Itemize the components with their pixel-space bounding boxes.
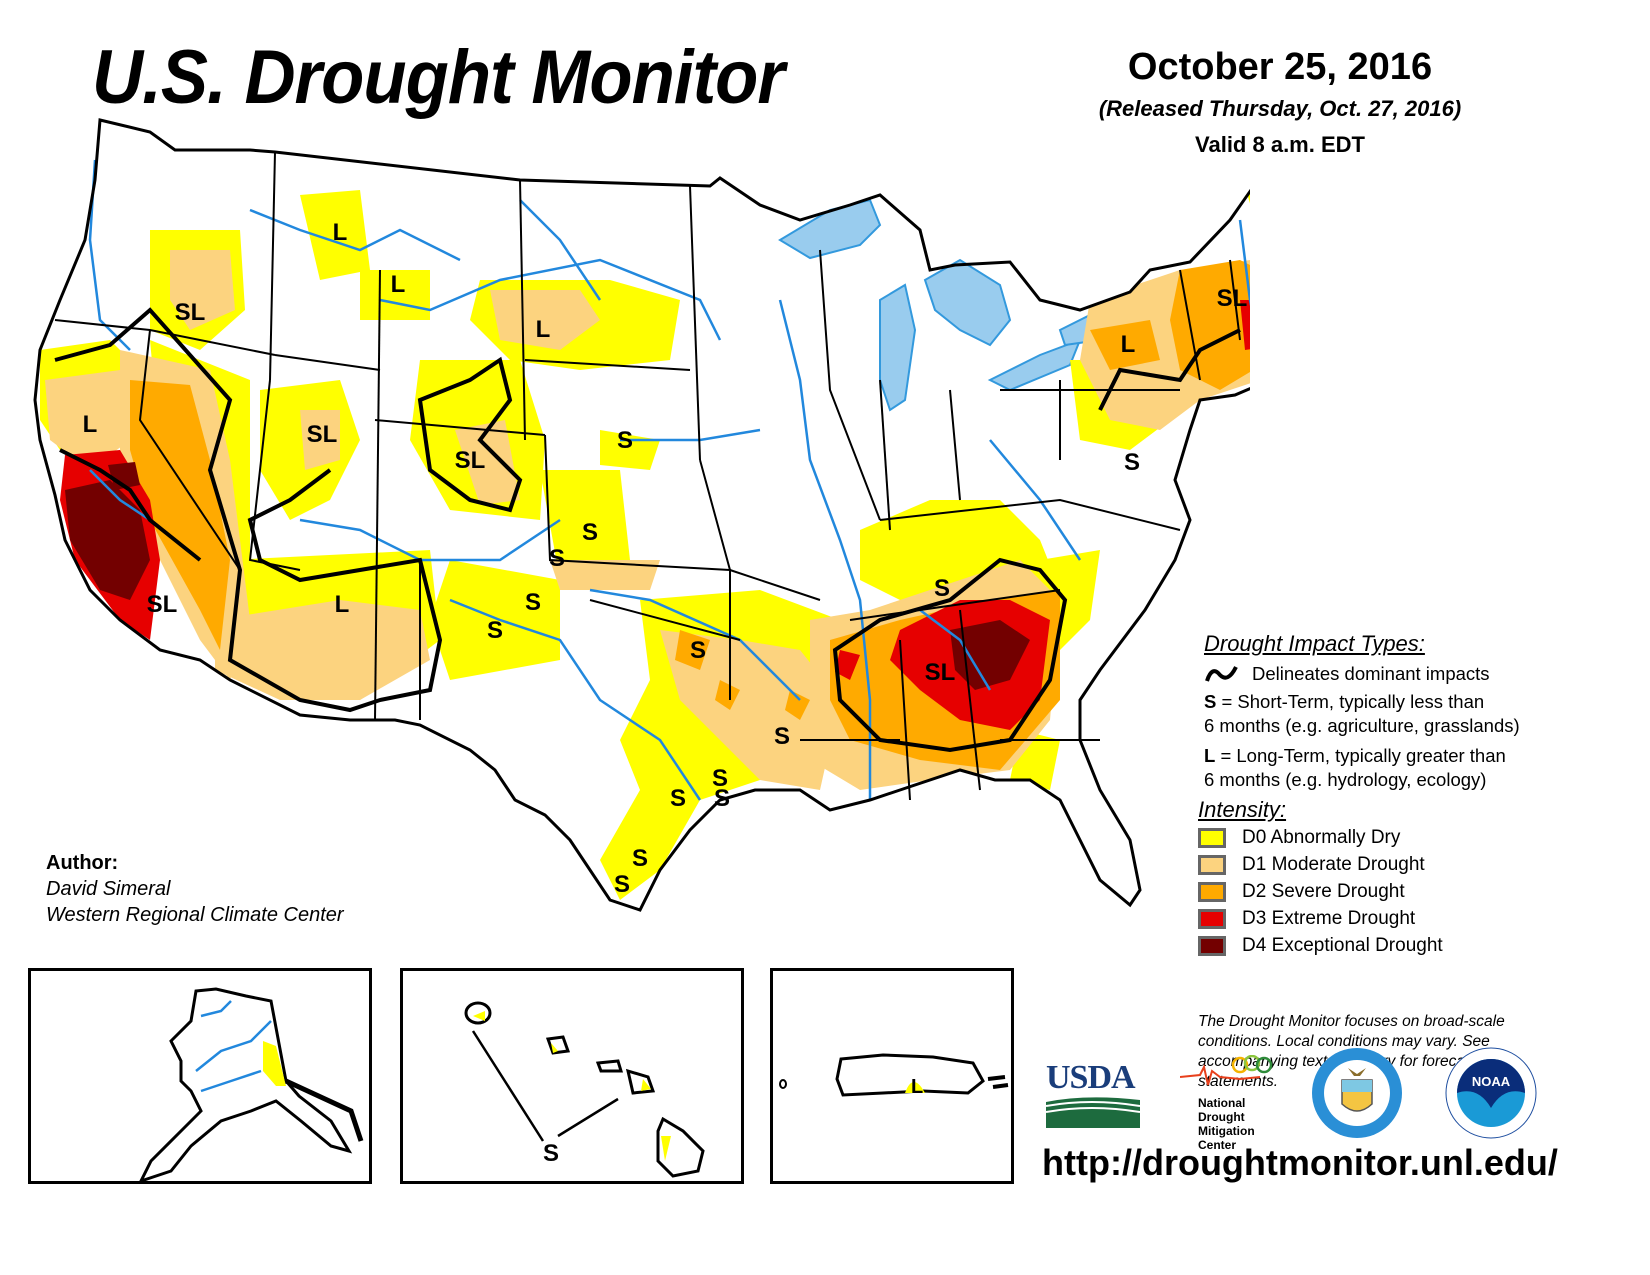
hawaii-map: S	[464, 1001, 705, 1178]
puerto-rico-map: L	[779, 1053, 1009, 1098]
d4-areas	[65, 462, 1030, 690]
valid-time: Valid 8 a.m. EDT	[1195, 132, 1365, 157]
impact-label: L	[83, 411, 98, 438]
long-term-desc: L = Long-Term, typically greater than 6 …	[1204, 745, 1506, 790]
delineation-line-icon	[1205, 666, 1238, 682]
impact-label: S	[632, 845, 648, 872]
impact-label: SL	[147, 591, 178, 618]
impact-types-header: Drought Impact Types:	[1204, 631, 1425, 656]
commerce-seal	[1310, 1046, 1404, 1145]
disclaimer-note: The Drought Monitor focuses on broad-sca…	[1198, 1013, 1505, 1090]
impact-label: L	[391, 271, 406, 298]
impact-label: SL	[925, 659, 956, 686]
alaska-map	[138, 987, 364, 1184]
impact-label: SL	[455, 447, 486, 474]
d2-swatch	[1198, 881, 1226, 902]
puerto-rico-impact-label: L	[911, 1076, 923, 1098]
website-url[interactable]: http://droughtmonitor.unl.edu/	[1042, 1142, 1558, 1183]
d0-swatch	[1198, 827, 1226, 848]
d3-swatch	[1198, 908, 1226, 929]
impact-label: S	[670, 785, 686, 812]
map-date: October 25, 2016	[1127, 46, 1433, 88]
author-block: Author: David Simeral Western Regional C…	[46, 850, 344, 928]
author-label: Author:	[46, 852, 119, 874]
state-borders	[54, 151, 1241, 801]
hawaii-inset: S	[400, 968, 744, 1184]
impact-label: L	[333, 219, 348, 246]
impact-label: S	[934, 575, 950, 602]
legend-item-d4: D4 Exceptional Drought	[1198, 932, 1622, 959]
d4-swatch	[1198, 935, 1226, 956]
release-date: (Released Thursday, Oct. 27, 2016)	[1098, 96, 1462, 121]
impact-label: S	[1124, 449, 1140, 476]
svg-text:NOAA: NOAA	[1472, 1074, 1511, 1089]
impact-label: S	[690, 637, 706, 664]
puerto-rico-inset: L	[770, 968, 1014, 1184]
d1-swatch	[1198, 854, 1226, 875]
ndmc-logo: National Drought Mitigation Center	[1179, 1054, 1280, 1152]
author-name: David Simeral	[46, 878, 171, 900]
legend-item-d1: D1 Moderate Drought	[1198, 851, 1622, 878]
impact-label: S	[487, 617, 503, 644]
impact-label: L	[536, 316, 551, 343]
impact-label: S	[525, 589, 541, 616]
legend-item-d2: D2 Severe Drought	[1198, 878, 1622, 905]
noaa-logo: NOAA	[1444, 1046, 1538, 1145]
impact-label: S	[617, 427, 633, 454]
alaska-inset	[28, 968, 372, 1184]
impact-label: SL	[175, 299, 206, 326]
impact-boundaries	[54, 307, 1241, 753]
hawaii-impact-label: S	[543, 1140, 559, 1167]
map-title: U.S. Drought Monitor	[92, 35, 785, 120]
usda-logo: USDA	[1045, 1060, 1141, 1128]
author-org: Western Regional Climate Center	[46, 904, 344, 926]
noaa-logo-icon: NOAA	[1445, 1047, 1537, 1139]
legend-item-d0: D0 Abnormally Dry	[1198, 824, 1622, 851]
ndmc-trees-icon	[1179, 1054, 1273, 1086]
impact-label: SL	[1217, 285, 1248, 312]
impact-label: S	[774, 723, 790, 750]
impact-label: S	[614, 871, 630, 898]
impact-label: L	[1121, 331, 1136, 358]
legend: Drought Impact Types: Delineates dominan…	[1198, 632, 1622, 959]
commerce-seal-icon	[1312, 1048, 1402, 1138]
intensity-header: Intensity:	[1198, 797, 1287, 822]
delineates-text: Delineates dominant impacts	[1252, 663, 1490, 684]
impact-label: S	[712, 765, 728, 792]
legend-item-d3: D3 Extreme Drought	[1198, 905, 1622, 932]
short-term-desc: S = Short-Term, typically less than 6 mo…	[1204, 691, 1520, 736]
impact-label: S	[582, 519, 598, 546]
impact-label: S	[714, 785, 730, 812]
impact-label: SL	[307, 421, 338, 448]
usda-landscape-icon	[1045, 1097, 1141, 1128]
impact-label: L	[335, 591, 350, 618]
intensity-list: D0 Abnormally Dry D1 Moderate Drought D2…	[1198, 824, 1622, 959]
impact-label: S	[549, 545, 565, 572]
